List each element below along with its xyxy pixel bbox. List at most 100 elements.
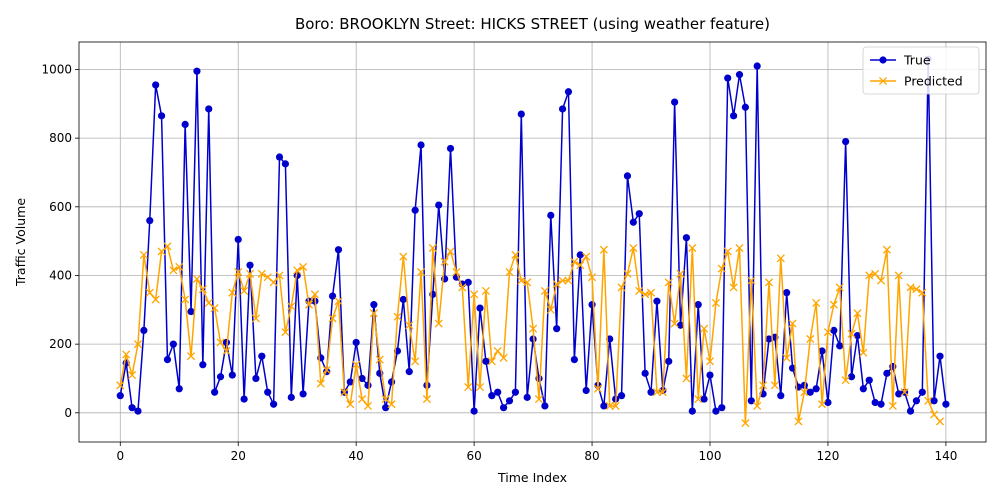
true-data-point — [617, 392, 626, 400]
true-data-point — [694, 301, 702, 309]
true-data-point — [346, 378, 354, 386]
x-tick-label: 80 — [584, 449, 599, 463]
predicted-data-point — [529, 324, 538, 333]
predicted-series — [116, 242, 945, 428]
true-data-point — [647, 388, 655, 396]
predicted-data-point — [316, 379, 325, 388]
predicted-data-point — [670, 319, 679, 328]
predicted-data-point — [764, 278, 774, 287]
true-data-point — [753, 62, 761, 70]
legend: True Predicted — [862, 46, 980, 95]
predicted-data-point — [464, 383, 473, 392]
predicted-data-point — [558, 276, 567, 285]
true-data-point — [364, 381, 372, 389]
true-data-point — [800, 381, 808, 389]
predicted-data-point — [411, 357, 420, 366]
legend-box — [862, 46, 980, 95]
predicted-data-point — [181, 295, 190, 304]
x-tick-label: 60 — [466, 449, 481, 463]
predicted-data-point — [358, 395, 367, 404]
true-data-point — [600, 402, 608, 410]
true-data-point — [653, 297, 661, 305]
true-data-point — [688, 407, 696, 415]
true-data-point — [382, 404, 390, 412]
predicted-data-point — [322, 365, 331, 374]
predicted-series-line — [119, 245, 941, 424]
predicted-data-point — [835, 283, 844, 292]
true-data-point — [435, 201, 443, 209]
predicted-data-point — [770, 381, 779, 390]
true-data-point — [918, 388, 926, 396]
predicted-data-point — [145, 288, 154, 297]
x-tick-label: 20 — [231, 449, 246, 463]
true-data-point — [511, 388, 519, 396]
predicted-data-point — [487, 357, 496, 366]
true-data-point — [299, 390, 307, 398]
predicted-data-point — [240, 286, 249, 295]
true-data-point — [228, 371, 236, 379]
true-data-point — [505, 397, 514, 405]
predicted-data-point — [228, 288, 237, 297]
chart-title: Boro: BROOKLYN Street: HICKS STREET (usi… — [295, 15, 770, 33]
predicted-data-point — [139, 250, 148, 259]
predicted-data-point — [434, 319, 443, 328]
series-layer — [116, 55, 950, 428]
predicted-data-point — [694, 395, 703, 404]
predicted-data-point — [416, 267, 426, 277]
predicted-data-point — [452, 267, 461, 277]
predicted-data-point — [894, 271, 903, 280]
true-data-point — [635, 210, 643, 218]
predicted-data-point — [876, 276, 886, 285]
predicted-data-point — [446, 247, 455, 256]
axis-ticks: 0 20 40 60 80 100 120 140 0 200 400 600 800 1000 — [41, 62, 957, 463]
legend-predicted-label: Predicted — [904, 74, 963, 89]
true-series — [116, 55, 950, 415]
predicted-data-point — [841, 376, 850, 385]
true-data-point — [912, 397, 921, 405]
true-data-point — [564, 88, 573, 96]
true-data-point — [258, 352, 266, 360]
y-tick-label: 200 — [49, 337, 72, 351]
true-data-point — [134, 407, 142, 415]
true-data-point — [181, 120, 189, 129]
true-data-point — [446, 144, 455, 153]
predicted-data-point — [192, 274, 202, 283]
predicted-data-point — [245, 269, 255, 278]
true-data-point — [859, 385, 867, 393]
predicted-data-point — [741, 419, 750, 428]
true-data-point — [700, 395, 708, 403]
true-data-point — [152, 81, 160, 89]
predicted-data-point — [369, 309, 378, 318]
predicted-data-point — [375, 355, 384, 364]
true-data-point — [576, 251, 584, 259]
predicted-data-point — [523, 278, 532, 287]
predicted-data-point — [346, 400, 355, 409]
predicted-data-point — [405, 321, 414, 330]
true-data-point — [488, 392, 496, 400]
predicted-data-point — [493, 346, 502, 356]
predicted-data-point — [511, 250, 520, 259]
predicted-data-point — [570, 257, 579, 266]
true-data-point — [352, 338, 360, 347]
predicted-data-point — [646, 288, 656, 297]
true-data-point — [895, 390, 903, 398]
predicted-data-point — [882, 245, 891, 254]
predicted-data-point — [163, 242, 172, 251]
true-data-point — [169, 340, 177, 348]
predicted-data-point — [641, 290, 650, 299]
predicted-data-point — [711, 298, 720, 308]
predicted-data-point — [534, 395, 544, 404]
predicted-data-point — [387, 400, 396, 409]
predicted-data-point — [133, 340, 143, 349]
predicted-data-point — [470, 290, 479, 299]
predicted-data-point — [328, 314, 337, 323]
predicted-data-point — [304, 300, 314, 309]
true-data-point — [582, 386, 590, 395]
predicted-data-point — [788, 319, 797, 328]
true-data-point — [570, 355, 578, 364]
predicted-data-point — [128, 370, 137, 380]
grid-lines — [79, 42, 986, 442]
true-data-point — [334, 246, 343, 254]
true-data-point — [665, 357, 673, 365]
predicted-data-point — [517, 276, 526, 285]
